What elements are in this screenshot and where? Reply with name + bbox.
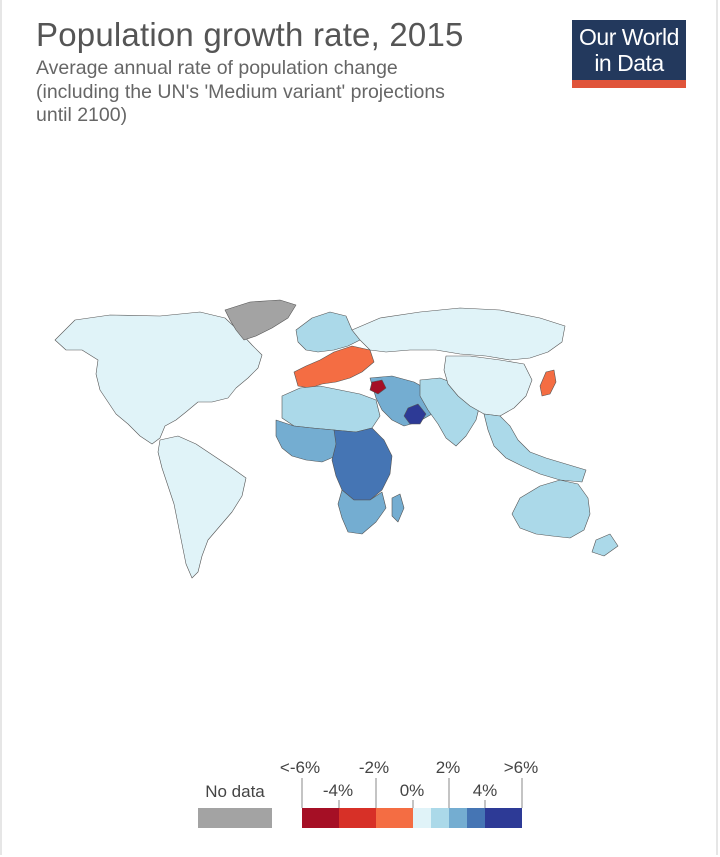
legend-bin-1 — [302, 808, 339, 828]
legend-label-lt-minus-6: <-6% — [280, 758, 320, 777]
region-madagascar[interactable] — [391, 493, 405, 523]
legend-bin-5 — [431, 808, 449, 828]
legend-label-0: 0% — [400, 781, 425, 800]
legend-bin-4 — [413, 808, 431, 828]
region-southeast-asia[interactable] — [483, 413, 587, 483]
chart-subtitle: Average annual rate of population change… — [36, 57, 516, 128]
region-west-africa[interactable] — [275, 419, 341, 463]
region-syria[interactable] — [369, 379, 387, 395]
region-china[interactable] — [443, 355, 533, 417]
subtitle-line-2: (including the UN's 'Medium variant' pro… — [36, 80, 445, 103]
owid-logo[interactable]: Our World in Data — [572, 20, 686, 88]
region-australia[interactable] — [511, 479, 591, 539]
legend-label-minus-2: -2% — [359, 758, 389, 777]
region-southern-africa[interactable] — [337, 489, 387, 535]
legend-label-gt-6: >6% — [504, 758, 539, 777]
region-europe[interactable] — [295, 311, 361, 353]
region-north-africa[interactable] — [281, 385, 381, 433]
region-central-africa[interactable] — [331, 427, 393, 501]
legend: No data <-6% -2% 2% >6% -4% 0% 4% — [198, 758, 538, 828]
legend-bin-7 — [467, 808, 485, 828]
legend-bin-8 — [485, 808, 522, 828]
subtitle-line-1: Average annual rate of population change — [36, 57, 398, 79]
legend-label-minus-4: -4% — [323, 781, 353, 800]
region-new-zealand[interactable] — [591, 533, 619, 557]
legend-ticks — [301, 778, 523, 808]
legend-bin-6 — [449, 808, 467, 828]
legend-bins — [302, 808, 522, 828]
region-oman[interactable] — [403, 403, 427, 425]
region-russia[interactable] — [351, 307, 566, 361]
region-southern-eastern-europe[interactable] — [293, 345, 375, 389]
logo-line-1: Our World — [579, 24, 679, 50]
region-japan[interactable] — [539, 369, 557, 397]
logo-accent-bar — [572, 80, 686, 88]
legend-label-2: 2% — [436, 758, 461, 777]
region-south-america[interactable] — [157, 435, 247, 579]
legend-bin-2 — [339, 808, 376, 828]
region-greenland[interactable] — [224, 299, 297, 341]
subtitle-line-3: until 2100) — [36, 104, 128, 126]
logo-line-2: in Data — [594, 50, 664, 76]
legend-no-data-label: No data — [205, 782, 265, 801]
legend-label-4: 4% — [473, 781, 498, 800]
region-north-america[interactable] — [54, 311, 263, 445]
legend-bin-3 — [376, 808, 413, 828]
chart-title: Population growth rate, 2015 — [36, 16, 464, 53]
legend-no-data-swatch — [198, 808, 272, 828]
